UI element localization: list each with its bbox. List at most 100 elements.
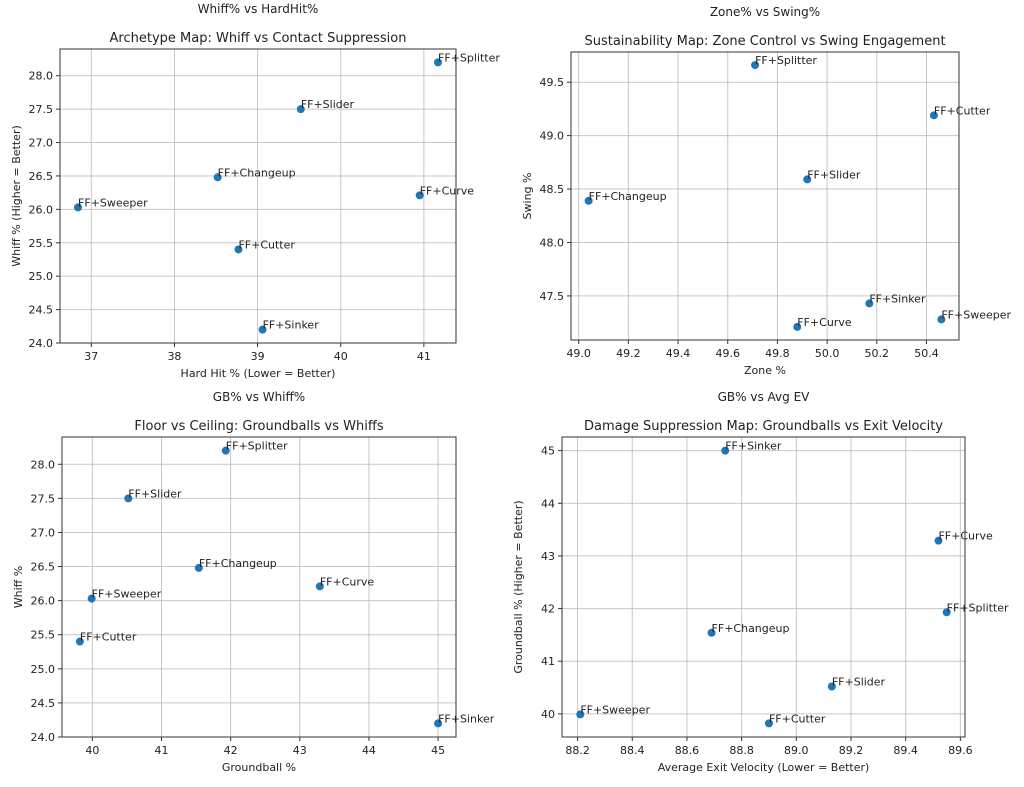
x-tick-label: 49.6	[715, 347, 740, 360]
y-tick-label: 49.0	[540, 130, 565, 143]
subplot-1: 37 38 39 40 41 24.0 24.5 25.0 25.5 26.0 26.5 27.0 27…	[10, 2, 500, 380]
point-label: FF+Changeup	[218, 166, 296, 179]
data-point	[296, 105, 305, 114]
data-point	[221, 446, 230, 455]
x-tick-label: 88.4	[620, 744, 645, 757]
point-label: FF+Changeup	[199, 557, 277, 570]
y-tick-label: 28.0	[31, 458, 56, 471]
x-tick-label: 88.8	[729, 744, 754, 757]
point-label: FF+Slider	[128, 487, 182, 500]
x-tick-label: 37	[84, 350, 98, 363]
x-tick-label: 39	[251, 350, 265, 363]
chart-title: Archetype Map: Whiff vs Contact Suppress…	[110, 31, 407, 46]
data-point	[434, 58, 442, 67]
data-point	[793, 322, 802, 331]
point-label: FF+Curve	[320, 575, 375, 588]
figure-title: Whiff% vs HardHit%	[198, 2, 319, 16]
axes-frame	[561, 436, 966, 738]
y-tick-label: 44	[541, 497, 555, 510]
data-point	[942, 608, 951, 617]
data-point	[415, 191, 424, 200]
point-label: FF+Slider	[832, 676, 886, 689]
x-tick-label: 89.6	[948, 744, 973, 757]
y-tick-label: 45	[541, 445, 555, 458]
data-point	[258, 325, 267, 334]
data-point	[929, 111, 938, 120]
x-tick-label: 38	[167, 350, 181, 363]
x-axis-label: Average Exit Velocity (Lower = Better)	[658, 761, 870, 774]
x-tick-label: 40	[334, 350, 348, 363]
point-label: FF+Sinker	[869, 292, 926, 305]
x-tick-label: 89.2	[839, 744, 864, 757]
data-point	[764, 719, 773, 728]
y-tick-label: 48.0	[540, 236, 565, 249]
point-label: FF+Cutter	[238, 238, 295, 251]
y-tick-label: 24.5	[31, 697, 56, 710]
y-tick-label: 25.5	[29, 237, 54, 250]
data-point	[937, 315, 946, 324]
x-tick-label: 88.6	[675, 744, 700, 757]
figure-title: GB% vs Avg EV	[718, 390, 811, 404]
x-tick-label: 41	[417, 350, 431, 363]
x-tick-label: 40	[85, 744, 99, 757]
y-tick-label: 41	[541, 655, 555, 668]
x-tick-label: 89.0	[784, 744, 809, 757]
y-tick-label: 24.0	[29, 337, 54, 350]
point-label: FF+Splitter	[226, 440, 288, 453]
data-point	[74, 203, 82, 212]
y-tick-label: 27.5	[29, 103, 54, 116]
x-axis-label: Zone %	[744, 364, 786, 377]
data-point	[803, 175, 812, 184]
point-label: FF+Cutter	[80, 631, 137, 644]
y-tick-label: 43	[541, 550, 555, 563]
point-label: FF+Splitter	[755, 54, 817, 67]
figure-title: GB% vs Whiff%	[213, 390, 305, 404]
axes-frame	[570, 51, 960, 341]
point-label: FF+Sinker	[725, 440, 782, 453]
data-point	[87, 594, 96, 603]
data-point	[213, 173, 222, 182]
x-tick-label: 88.2	[565, 744, 590, 757]
x-tick-label: 49.8	[765, 347, 790, 360]
x-tick-label: 50.2	[865, 347, 890, 360]
data-point	[434, 719, 443, 728]
y-tick-label: 25.0	[31, 663, 56, 676]
chart-title: Floor vs Ceiling: Groundballs vs Whiffs	[134, 419, 383, 434]
y-tick-label: 26.5	[31, 561, 56, 574]
x-tick-label: 50.4	[914, 347, 939, 360]
axes-frame	[59, 48, 457, 344]
data-point	[75, 637, 84, 646]
point-label: FF+Cutter	[769, 712, 826, 725]
y-tick-label: 25.5	[31, 629, 56, 642]
subplot-2: 49.0 49.2 49.4 49.6 49.8 50.0 50.2 50.4 47.5 48.0…	[521, 5, 1011, 377]
data-point	[576, 710, 585, 719]
x-tick-label: 89.4	[893, 744, 918, 757]
point-label: FF+Curve	[938, 530, 993, 543]
point-label: FF+Sweeper	[580, 703, 650, 716]
y-tick-label: 48.5	[540, 183, 565, 196]
chart-title: Sustainability Map: Zone Control vs Swin…	[584, 34, 945, 49]
data-point	[315, 582, 324, 591]
point-label: FF+Sweeper	[941, 308, 1011, 321]
x-axis-label: Groundball %	[222, 761, 296, 774]
x-tick-label: 43	[293, 744, 307, 757]
y-tick-label: 25.0	[29, 270, 54, 283]
x-tick-label: 45	[431, 744, 445, 757]
point-label: FF+Sinker	[438, 712, 495, 725]
subplot-3: 40 41 42 43 44 45 24.0 24.5 25.0 25.5 26.0 26.5 27.0…	[12, 390, 495, 774]
point-label: FF+Slider	[301, 98, 355, 111]
figure-title: Zone% vs Swing%	[710, 5, 820, 19]
data-point	[234, 245, 243, 254]
data-point	[934, 536, 943, 545]
x-tick-label: 49.2	[616, 347, 641, 360]
y-tick-label: 40	[541, 708, 555, 721]
point-label: FF+Sinker	[263, 319, 320, 332]
y-tick-label: 26.0	[31, 595, 56, 608]
data-point	[827, 682, 836, 691]
point-label: FF+Slider	[807, 168, 861, 181]
subplot-4: 88.2 88.4 88.6 88.8 89.0 89.2 89.4 89.6 40 41 42 43…	[512, 390, 1009, 774]
point-label: FF+Sweeper	[92, 588, 162, 601]
x-tick-label: 44	[362, 744, 376, 757]
point-label: FF+Curve	[420, 184, 475, 197]
